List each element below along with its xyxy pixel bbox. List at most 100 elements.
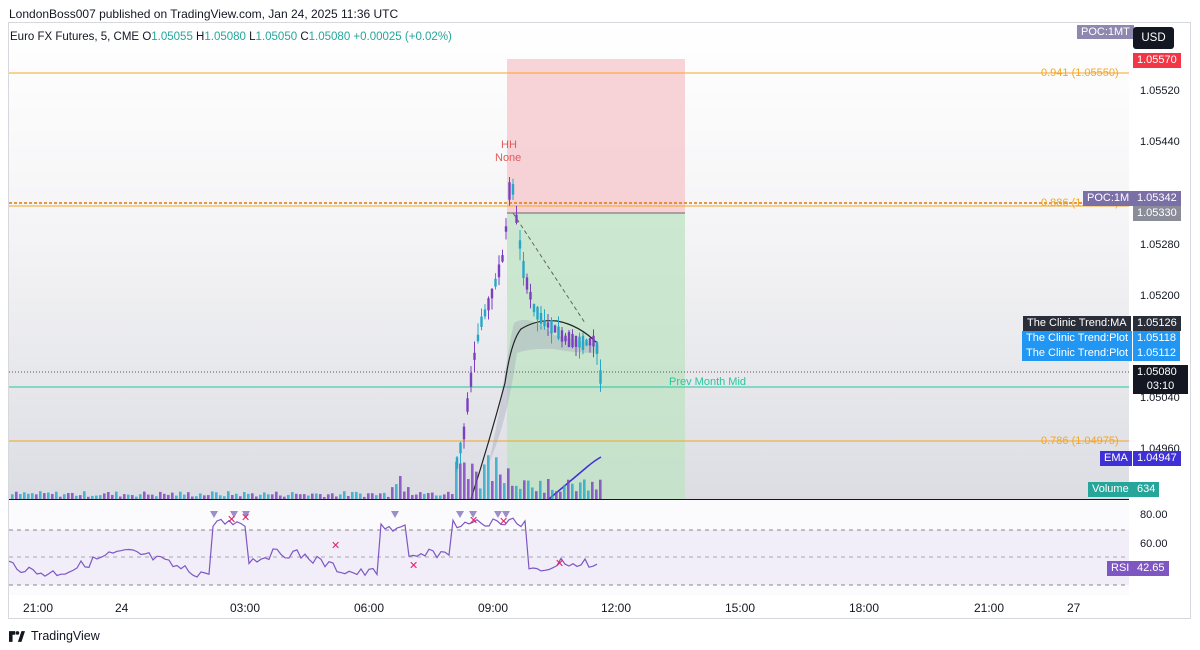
volume-bar <box>487 455 490 499</box>
poc-1mt-tag: POC:1MT <box>1077 25 1134 39</box>
candle-body <box>581 335 585 350</box>
volume-bar <box>59 496 62 499</box>
volume-bar <box>139 494 142 499</box>
volume-bar <box>223 496 226 499</box>
volume-bar <box>255 496 258 499</box>
candle-body <box>515 214 518 223</box>
volume-bar <box>547 479 550 499</box>
price-tick: 1.05200 <box>1140 290 1180 302</box>
volume-bar <box>559 491 562 499</box>
candle-body <box>529 291 532 300</box>
volume-bar <box>151 494 154 499</box>
time-tick: 03:00 <box>230 601 261 615</box>
volume-bar <box>119 496 122 499</box>
volume-bar <box>19 494 22 499</box>
volume-label-tag: Volume <box>1088 482 1133 497</box>
rsi-overbought-marker <box>230 511 238 518</box>
volume-bar <box>503 483 506 499</box>
volume-bar <box>551 489 554 499</box>
symbol-name[interactable]: Euro FX Futures, 5, CME <box>10 31 140 43</box>
volume-bar <box>231 494 234 499</box>
volume-bar <box>571 483 574 499</box>
volume-bar <box>99 495 102 499</box>
close-value: 1.05080 <box>308 31 351 43</box>
volume-bar <box>315 493 318 499</box>
volume-bar <box>263 492 266 499</box>
candle-body <box>504 226 508 232</box>
countdown-tag: 03:10 <box>1133 379 1188 394</box>
volume-bar <box>363 496 366 499</box>
rsi-tick: 80.00 <box>1140 509 1168 521</box>
volume-bar <box>219 495 222 499</box>
low-value: 1.05050 <box>255 31 298 43</box>
candle-body <box>585 339 588 346</box>
candle-body <box>518 240 522 249</box>
volume-bar <box>31 493 34 499</box>
time-tick: 18:00 <box>849 601 880 615</box>
volume-bar <box>343 491 346 499</box>
candle-body <box>571 334 574 348</box>
volume-bar <box>535 491 538 499</box>
volume-bar <box>71 492 74 499</box>
volume-bar <box>251 493 254 499</box>
volume-bar <box>431 492 434 499</box>
rsi-cross-marker: ✕ <box>499 515 508 528</box>
chart-frame[interactable]: ✕ ✕ ✕ ✕ ✕ ✕ ✕ HH None 0.941 (1.05550) 0.886 (1… <box>8 22 1191 619</box>
volume-bar <box>475 471 478 499</box>
candle-body <box>490 288 494 299</box>
price-axis[interactable] <box>1129 23 1190 595</box>
volume-bar <box>43 493 46 499</box>
price-tag-red: 1.05570 <box>1133 53 1181 68</box>
tradingview-logo-icon <box>9 630 25 642</box>
volume-bar <box>159 491 162 499</box>
symbol-legend[interactable]: Euro FX Futures, 5, CME O1.05055 H1.0508… <box>10 31 452 43</box>
volume-bar <box>91 495 94 499</box>
prev-month-mid-label: Prev Month Mid <box>669 376 747 388</box>
candle-body <box>466 398 469 412</box>
volume-bar <box>239 496 242 499</box>
rsi-overbought-marker <box>391 511 399 518</box>
volume-bar <box>467 479 470 499</box>
candle-body <box>522 260 525 278</box>
volume-bar <box>235 493 238 499</box>
volume-bar <box>415 494 418 499</box>
currency-button[interactable]: USD <box>1133 27 1174 49</box>
volume-bar <box>271 494 274 499</box>
volume-bar <box>95 495 98 499</box>
candle-body <box>599 370 602 384</box>
volume-bar <box>135 496 138 499</box>
volume-bar <box>287 494 290 499</box>
high-label: H <box>196 31 205 43</box>
footer[interactable]: TradingView <box>9 627 100 645</box>
price-tick: 1.05280 <box>1140 239 1180 251</box>
volume-bar <box>295 493 298 499</box>
rsi-overbought-marker <box>456 511 464 518</box>
candle-body <box>578 336 581 348</box>
high-value: 1.05080 <box>204 31 246 43</box>
volume-bar <box>511 485 514 499</box>
time-tick: 15:00 <box>725 601 756 615</box>
candle-body <box>473 352 476 360</box>
candle-body <box>497 264 501 278</box>
volume-bar <box>187 492 190 499</box>
candle-body <box>539 313 543 324</box>
candle-body <box>588 338 592 346</box>
publisher-line: LondonBoss007 published on TradingView.c… <box>9 7 399 21</box>
volume-bar <box>591 481 594 499</box>
candle-body <box>469 372 473 387</box>
volume-value-tag: 634 <box>1133 482 1160 497</box>
volume-bar <box>111 494 114 499</box>
rsi-cross-marker: ✕ <box>241 511 250 524</box>
pane-separator[interactable] <box>9 499 1190 500</box>
candle-body <box>543 320 546 327</box>
volume-bar <box>35 494 38 499</box>
volume-bar <box>427 492 430 499</box>
clinic-trend-ma-line <box>470 320 598 500</box>
volume-bar <box>455 461 458 499</box>
time-axis[interactable] <box>9 595 1190 618</box>
candle-body <box>553 325 557 333</box>
candle-body <box>480 316 483 327</box>
volume-bar <box>107 492 110 499</box>
volume-bar <box>595 489 598 499</box>
volume-bar <box>527 480 530 499</box>
